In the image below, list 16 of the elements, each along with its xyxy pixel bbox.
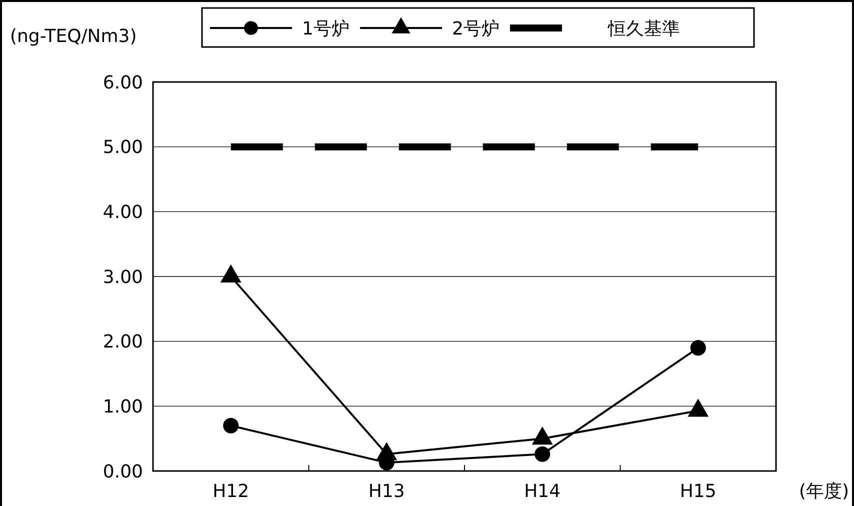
x-tick-label: H15 <box>680 481 716 502</box>
y-tick-label: 6.00 <box>102 72 143 94</box>
x-tick-label: H14 <box>524 481 561 502</box>
y-tick-label: 4.00 <box>102 202 143 223</box>
x-tick-label: H13 <box>368 481 405 502</box>
legend-label: 1号炉 <box>302 18 350 40</box>
y-tick-label: 1.00 <box>102 396 143 418</box>
legend-label: 2号炉 <box>452 18 500 40</box>
y-tick-label: 0.00 <box>102 461 143 482</box>
y-tick-label: 3.00 <box>102 266 143 288</box>
y-tick-label: 5.00 <box>102 137 143 158</box>
y-tick-label: 2.00 <box>102 332 143 353</box>
x-tick-label: H12 <box>212 481 250 502</box>
y-axis-title: (ng-TEQ/Nm3) <box>10 26 137 47</box>
text: 恒久基準 <box>607 18 680 40</box>
x-axis-title: (年度) <box>798 481 849 502</box>
